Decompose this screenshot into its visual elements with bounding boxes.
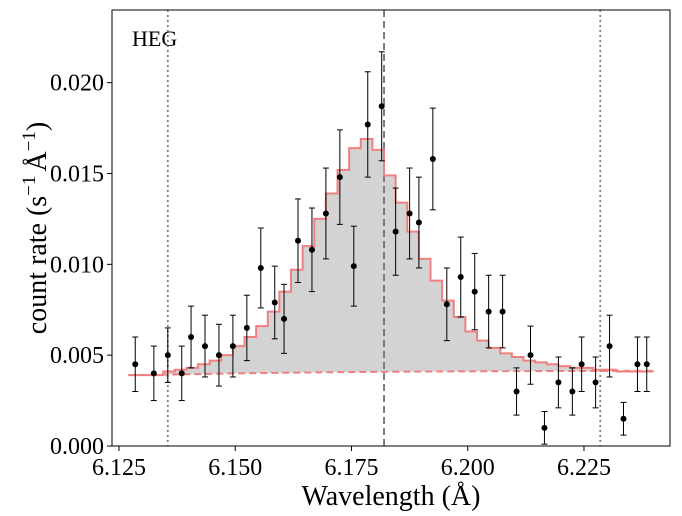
data-point-1 [132, 361, 139, 368]
data-point-28 [499, 308, 506, 315]
data-point-2 [150, 370, 157, 377]
data-point-19 [378, 103, 385, 110]
data-point-23 [429, 155, 436, 162]
data-point-15 [322, 210, 329, 217]
data-point-11 [271, 299, 278, 306]
data-point-24 [443, 301, 450, 308]
y-axis-title-group: count rate (s−1Å−1) [19, 122, 53, 334]
data-point-16 [336, 174, 343, 181]
data-point-4 [178, 370, 185, 377]
data-point-9 [243, 324, 250, 331]
x-tick-label-5: 6.225 [557, 455, 611, 481]
data-point-8 [229, 343, 236, 350]
data-point-30 [527, 352, 534, 359]
data-point-3 [164, 352, 171, 359]
data-point-27 [485, 308, 492, 315]
model-fill-area [128, 138, 654, 376]
data-point-38 [634, 361, 641, 368]
y-axis-title-close: ) [22, 122, 53, 131]
x-tick-label-3: 6.175 [324, 455, 378, 481]
data-point-21 [406, 210, 413, 217]
data-point-35 [592, 379, 599, 386]
data-point-10 [257, 264, 264, 271]
data-point-32 [555, 379, 562, 386]
data-point-12 [281, 315, 288, 322]
y-tick-label-2: 0.005 [50, 343, 104, 369]
data-point-34 [578, 361, 585, 368]
y-tick-label-3: 0.010 [50, 252, 104, 278]
y-tick-label-5: 0.020 [50, 71, 104, 97]
data-point-18 [364, 121, 371, 128]
x-tick-label-1: 6.125 [92, 455, 146, 481]
x-axis-title: Wavelength (Å) [302, 481, 481, 512]
y-tick-label-4: 0.015 [50, 162, 104, 188]
data-point-33 [569, 388, 576, 395]
data-point-17 [350, 263, 357, 270]
data-point-5 [188, 334, 195, 340]
plot-area [128, 10, 654, 446]
axis-ticks: 6.125 6.150 6.175 6.200 6.225 0.000 0.005 0.010… [50, 71, 611, 481]
data-point-36 [606, 343, 613, 350]
data-point-13 [295, 237, 301, 244]
y-axis-title-unit: Å [22, 151, 53, 172]
data-point-39 [643, 361, 650, 368]
y-axis-title-main: count rate (s [22, 196, 53, 334]
data-point-26 [471, 288, 478, 295]
y-axis-title-sup2: −1 [19, 131, 40, 151]
data-point-29 [513, 388, 520, 395]
y-axis-title: count rate (s−1Å−1) [19, 122, 53, 334]
y-axis-title-sup1: −1 [19, 176, 40, 196]
continuum-line [128, 369, 654, 377]
data-point-20 [392, 228, 399, 235]
data-point-6 [202, 343, 208, 350]
plot-frame [111, 9, 671, 447]
data-point-37 [620, 415, 627, 422]
data-point-31 [541, 424, 548, 431]
data-point-22 [415, 219, 422, 226]
data-point-7 [215, 352, 222, 359]
data-point-25 [457, 274, 464, 281]
x-tick-label-2: 6.150 [208, 455, 262, 481]
x-tick-label-4: 6.200 [441, 455, 495, 481]
panel-label: HEG [132, 26, 177, 51]
y-tick-label-1: 0.000 [50, 434, 104, 460]
data-point-14 [308, 246, 315, 253]
